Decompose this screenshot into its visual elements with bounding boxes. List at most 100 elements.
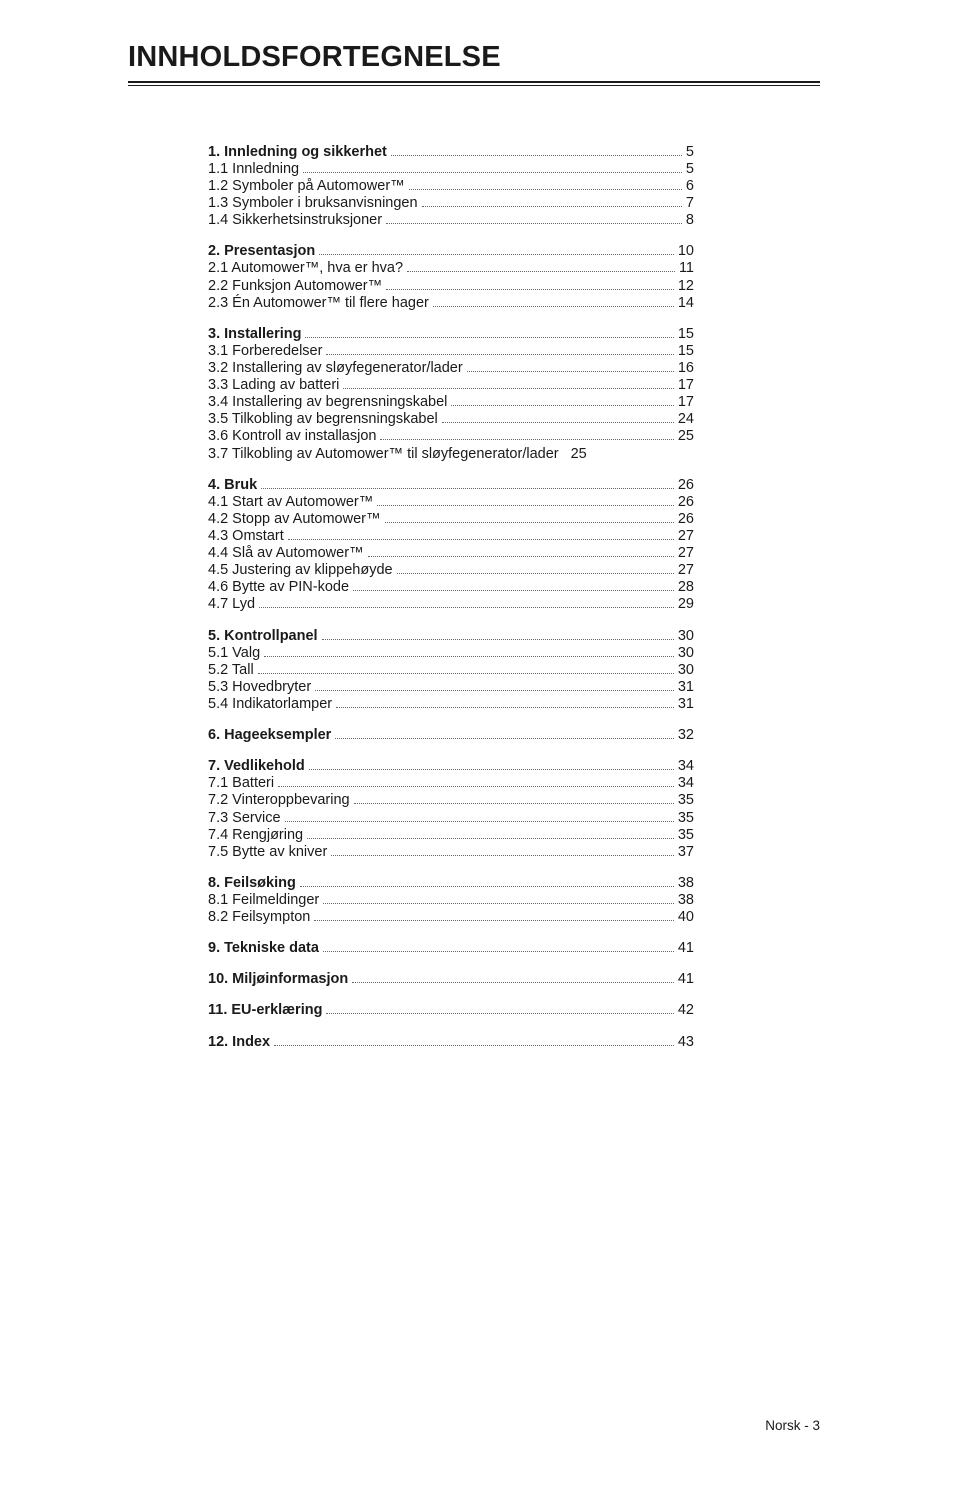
toc-leader-dots [391,148,682,156]
toc-entry-page: 29 [678,596,694,613]
toc-entry-label: 10. Miljøinformasjon [208,971,348,988]
toc-entry-label: 3.6 Kontroll av installasjon [208,428,376,445]
toc-entry: 12. Index43 [208,1034,694,1051]
toc-leader-dots [307,831,674,839]
toc-entry-page: 25 [678,428,694,445]
toc-entry: 4.7 Lyd29 [208,596,694,613]
toc-entry: 3.5 Tilkobling av begrensningskabel24 [208,411,694,428]
toc-entry: 7.1 Batteri 34 [208,775,694,792]
toc-entry-page: 30 [678,645,694,662]
toc-entry: 1.3 Symboler i bruksanvisningen7 [208,195,694,212]
toc-entry-page: 37 [678,844,694,861]
toc-entry-label: 4.3 Omstart [208,528,284,545]
toc-entry: 3.6 Kontroll av installasjon 25 [208,428,694,445]
toc-entry: 9. Tekniske data41 [208,940,694,957]
toc-entry-label: 5.3 Hovedbryter [208,679,311,696]
toc-entry-label: 5.1 Valg [208,645,260,662]
toc-entry: 7. Vedlikehold34 [208,758,694,775]
toc-leader-dots [422,199,682,207]
toc-leader-dots [352,975,674,983]
toc-leader-dots [258,666,674,674]
toc-leader-dots [353,583,674,591]
toc-leader-dots [385,515,674,523]
toc-entry-label: 8.1 Feilmeldinger [208,892,319,909]
toc-leader-dots [264,649,674,657]
toc-entry: 1.2 Symboler på Automower™6 [208,178,694,195]
toc-entry: 4.5 Justering av klippehøyde27 [208,562,694,579]
toc-leader-dots [274,1038,674,1046]
toc-entry-page: 41 [678,971,694,988]
heading-rule-bottom [128,85,820,86]
toc-leader-dots [278,779,674,787]
toc-entry-label: 1.1 Innledning [208,161,299,178]
toc-entry-page: 38 [678,875,694,892]
toc-entry-label: 4. Bruk [208,477,257,494]
toc-entry-label: 3.4 Installering av begrensningskabel [208,394,447,411]
toc-entry-page: 31 [678,679,694,696]
toc-entry-label: 4.4 Slå av Automower™ [208,545,364,562]
toc-entry-page: 34 [678,775,694,792]
toc-leader-dots [300,879,674,887]
toc-entry-page: 11 [679,260,694,277]
toc-entry-page: 15 [678,343,694,360]
toc-leader-dots [322,632,674,640]
toc-group: 9. Tekniske data41 [208,940,694,957]
toc-group: 5. Kontrollpanel305.1 Valg 305.2 Tall305.… [208,628,694,714]
toc-entry-page: 5 [686,161,694,178]
toc-entry-page: 31 [678,696,694,713]
toc-entry: 8.1 Feilmeldinger 38 [208,892,694,909]
toc-entry-label: 11. EU-erklæring [208,1002,322,1019]
toc-entry-label: 2.2 Funksjon Automower™ [208,278,382,295]
toc-entry-page: 43 [678,1034,694,1051]
page-title: INNHOLDSFORTEGNELSE [128,40,820,79]
toc-entry: 2.1 Automower™, hva er hva?11 [208,260,694,277]
heading-block: INNHOLDSFORTEGNELSE [128,40,820,86]
toc-entry-label: 7.1 Batteri [208,775,274,792]
toc-group: 11. EU-erklæring42 [208,1002,694,1019]
toc-entry: 5.2 Tall30 [208,662,694,679]
toc-entry-label: 3.1 Forberedelser [208,343,322,360]
toc-group: 7. Vedlikehold347.1 Batteri347.2 Vintero… [208,758,694,861]
toc-entry-label: 4.2 Stopp av Automower™ [208,511,381,528]
toc-entry: 3. Installering15 [208,326,694,343]
toc-entry-page: 17 [678,377,694,394]
toc-entry: 4.3 Omstart27 [208,528,694,545]
page-footer: Norsk - 3 [765,1418,820,1433]
toc-entry-page: 32 [678,727,694,744]
toc-entry-page: 28 [678,579,694,596]
toc-entry-page: 24 [678,411,694,428]
toc-entry-label: 7. Vedlikehold [208,758,305,775]
toc-entry: 4. Bruk26 [208,477,694,494]
toc-entry: 3.7 Tilkobling av Automower™ til sløyfeg… [208,446,694,463]
toc-entry: 2.3 Én Automower™ til flere hager14 [208,295,694,312]
toc-entry-page: 16 [678,360,694,377]
toc-entry: 10. Miljøinformasjon 41 [208,971,694,988]
toc-group: 3. Installering153.1 Forberedelser 153.2 … [208,326,694,463]
toc-entry-label: 3. Installering [208,326,301,343]
toc-entry: 3.3 Lading av batteri17 [208,377,694,394]
toc-entry-label: 1.2 Symboler på Automower™ [208,178,405,195]
toc-entry: 6. Hageeksempler32 [208,727,694,744]
toc-group: 6. Hageeksempler32 [208,727,694,744]
toc-group: 2. Presentasjon102.1 Automower™, hva er … [208,243,694,311]
toc-entry: 3.2 Installering av sløyfegenerator/lade… [208,360,694,377]
toc-leader-dots [386,282,674,290]
toc-leader-dots [315,683,674,691]
toc-entry-label: 8.2 Feilsympton [208,909,310,926]
toc-leader-dots [407,264,675,272]
toc-leader-dots [305,330,673,338]
toc-entry-label: 9. Tekniske data [208,940,319,957]
toc-entry: 2. Presentasjon10 [208,243,694,260]
toc-entry: 5. Kontrollpanel30 [208,628,694,645]
toc-entry: 4.1 Start av Automower™26 [208,494,694,511]
toc-leader-dots [467,364,674,372]
toc-entry-label: 4.6 Bytte av PIN-kode [208,579,349,596]
toc-entry-page: 38 [678,892,694,909]
toc-leader-dots [331,848,674,856]
toc-entry-label: 7.5 Bytte av kniver [208,844,327,861]
toc-leader-dots [314,913,674,921]
toc-entry: 1.4 Sikkerhetsinstruksjoner8 [208,212,694,229]
toc-group: 10. Miljøinformasjon 41 [208,971,694,988]
toc-entry-page: 40 [678,909,694,926]
toc-leader-dots [323,896,674,904]
